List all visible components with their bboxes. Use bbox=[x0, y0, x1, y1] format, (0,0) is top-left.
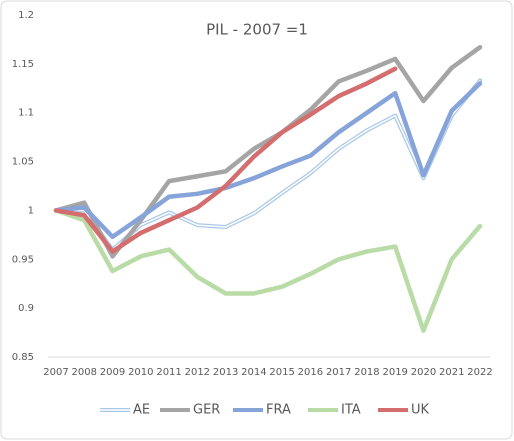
y-tick-label: 1.15 bbox=[12, 59, 34, 70]
x-tick-label: 2010 bbox=[128, 367, 153, 378]
x-tick-label: 2018 bbox=[354, 367, 379, 378]
y-tick-label: 1.1 bbox=[18, 108, 34, 119]
x-tick-label: 2012 bbox=[185, 367, 210, 378]
y-tick-label: 0.85 bbox=[12, 352, 34, 363]
x-tick-label: 2016 bbox=[298, 367, 323, 378]
y-tick-label: 0.95 bbox=[12, 254, 34, 265]
x-tick-label: 2021 bbox=[439, 367, 464, 378]
y-tick-label: 1 bbox=[28, 205, 34, 216]
x-tick-label: 2007 bbox=[43, 367, 68, 378]
legend-label: ITA bbox=[341, 403, 361, 418]
x-tick-label: 2013 bbox=[213, 367, 238, 378]
y-tick-label: 0.9 bbox=[18, 303, 34, 314]
legend-label: UK bbox=[411, 403, 430, 418]
x-tick-label: 2014 bbox=[241, 367, 266, 378]
series-line bbox=[53, 81, 483, 240]
x-tick-label: 2017 bbox=[326, 367, 351, 378]
x-tick-label: 2011 bbox=[156, 367, 181, 378]
series-line bbox=[53, 208, 483, 333]
chart-title: PIL - 2007 =1 bbox=[206, 21, 308, 39]
legend-label: AE bbox=[133, 403, 150, 418]
x-tick-label: 2020 bbox=[411, 367, 436, 378]
series-line bbox=[53, 66, 398, 254]
x-tick-label: 2008 bbox=[72, 367, 97, 378]
x-tick-label: 2019 bbox=[382, 367, 407, 378]
y-tick-label: 1.2 bbox=[18, 10, 34, 21]
x-tick-label: 2009 bbox=[100, 367, 125, 378]
x-tick-label: 2015 bbox=[269, 367, 294, 378]
legend-label: GER bbox=[193, 403, 220, 418]
series-line bbox=[53, 44, 483, 259]
legend-label: FRA bbox=[266, 403, 291, 418]
x-tick-label: 2022 bbox=[467, 367, 492, 378]
y-tick-label: 1.05 bbox=[12, 157, 34, 168]
